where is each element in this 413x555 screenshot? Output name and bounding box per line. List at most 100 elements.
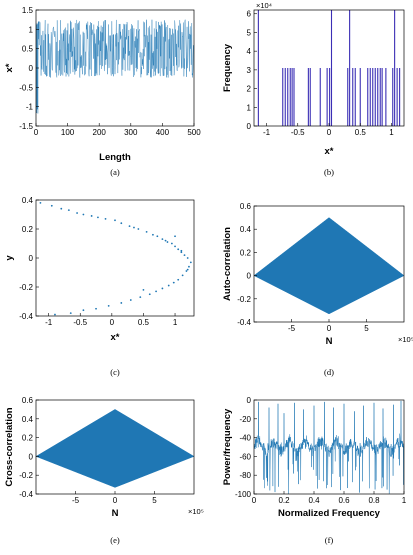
panel-caption: (d) (324, 367, 334, 377)
plot-marks (257, 10, 401, 126)
y-tick-label: 6 (247, 10, 252, 19)
x-axis-label: x* (325, 146, 334, 157)
y-tick-label: 0 (247, 396, 252, 405)
y-tick-label: 0.5 (22, 45, 34, 54)
x-tick-label: -5 (72, 496, 80, 505)
x-tick-label: 100 (61, 128, 75, 137)
x-tick-label: 0 (327, 128, 332, 137)
y-tick-label: 0.6 (22, 396, 34, 405)
x-tick-label: -5 (288, 324, 296, 333)
y-tick-label: 0 (29, 64, 34, 73)
y-tick-label: -1.5 (19, 122, 33, 131)
plot-marks (36, 409, 194, 488)
panel-e: -5 0 5 -0.4 -0.2 0 0.2 0.4 0.6 N Cross-correlation… (4, 396, 204, 545)
y-tick-label: 0.2 (22, 434, 34, 443)
y-axis-label: x* (4, 63, 15, 72)
exponent-label: ×10⁵ (398, 335, 413, 344)
y-tick-label: 1 (29, 25, 34, 34)
scatter-point (186, 257, 189, 259)
panel-caption: (c) (110, 367, 120, 377)
scatter-point (174, 235, 176, 238)
axes-frame (35, 199, 195, 317)
scatter-point (107, 304, 110, 307)
y-tick-label: -0.4 (19, 312, 33, 321)
x-tick-label: 1 (402, 496, 407, 505)
panel-caption: (a) (110, 167, 120, 177)
x-tick-label: 5 (364, 324, 369, 333)
y-tick-label: -0.4 (237, 318, 251, 327)
y-tick-label: 0.4 (22, 196, 34, 205)
y-tick-label: 0.2 (240, 248, 252, 257)
scatter-point (120, 302, 123, 304)
scatter-point (161, 287, 164, 290)
y-tick-label: 3 (247, 66, 252, 75)
panel-b: -1 -0.5 0 0.5 1 0 1 2 3 4 5 6 x* Frequency ×10⁴ (b) (222, 1, 405, 177)
plot-marks (254, 400, 404, 494)
panel-f: 0 0.2 0.4 0.6 0.8 1 -100 -80 -60 -40 -20 0 Normalize… (222, 396, 407, 545)
scatter-point (156, 235, 159, 238)
x-tick-label: 0 (34, 128, 39, 137)
y-tick-label: -0.2 (19, 283, 33, 292)
scatter-point (139, 296, 142, 299)
y-tick-label: 0 (29, 452, 34, 461)
scatter-point (161, 238, 164, 241)
y-tick-label: 0.4 (240, 225, 252, 234)
y-tick-label: -60 (239, 452, 251, 461)
scatter-point (170, 242, 173, 245)
scatter-point (183, 254, 186, 256)
x-tick-label: 400 (156, 128, 170, 137)
scatter-point (172, 281, 175, 284)
exponent-label: ×10⁴ (256, 1, 272, 10)
scatter-point (188, 265, 190, 268)
scatter-point (152, 233, 154, 236)
axes-frame (253, 399, 405, 495)
x-tick-label: -1 (45, 318, 53, 327)
x-axis-label: Normalized Frequency (278, 508, 381, 519)
scatter-point (120, 222, 123, 225)
panel-c: -1 -0.5 0 0.5 1 -0.4 -0.2 0 0.2 0.4 x* y (c) (4, 196, 195, 377)
panel-a: 0 100 200 300 400 500 -1.5 -1 -0.5 0 0.5 1 1.5 Length… (4, 6, 201, 177)
exponent-label: ×10⁵ (188, 507, 204, 516)
scatter-point (174, 245, 176, 248)
panel-caption: (e) (110, 535, 120, 545)
y-axis-label: Auto-correlation (222, 227, 233, 301)
y-tick-label: -20 (239, 415, 251, 424)
y-tick-label: -100 (235, 490, 252, 499)
x-tick-label: 0 (327, 324, 332, 333)
x-tick-label: 0.5 (138, 318, 150, 327)
scatter-point (155, 290, 157, 293)
y-tick-label: -40 (239, 434, 251, 443)
scatter-point (69, 312, 72, 314)
scatter-point (133, 226, 135, 229)
scatter-point (180, 249, 183, 252)
scatter-point (142, 289, 145, 291)
y-tick-label: -1 (26, 103, 34, 112)
y-tick-label: 0.6 (240, 202, 252, 211)
y-axis-label: y (4, 255, 15, 261)
x-tick-label: 0.4 (308, 496, 320, 505)
scatter-point (148, 293, 151, 296)
scatter-point (166, 241, 169, 243)
y-tick-label: 0.4 (22, 415, 34, 424)
scatter-point (177, 248, 180, 251)
scatter-point (128, 225, 131, 228)
scatter-point (177, 278, 180, 281)
y-axis-label: Frequency (222, 43, 233, 92)
scatter-point (114, 219, 116, 222)
scatter-point (104, 217, 107, 220)
scatter-point (39, 202, 42, 204)
scatter-point (137, 228, 140, 230)
scatter-point (167, 284, 170, 287)
x-tick-label: 500 (187, 128, 201, 137)
y-tick-label: 4 (247, 47, 252, 56)
x-tick-label: 0 (252, 496, 257, 505)
x-tick-label: 0.5 (355, 128, 367, 137)
scatter-point (82, 213, 85, 216)
plot-marks (39, 202, 192, 316)
plot-marks (254, 217, 404, 315)
scatter-point (189, 261, 192, 264)
plot-marks (36, 19, 194, 114)
y-tick-label: 5 (247, 28, 252, 37)
scatter-point (186, 268, 189, 271)
